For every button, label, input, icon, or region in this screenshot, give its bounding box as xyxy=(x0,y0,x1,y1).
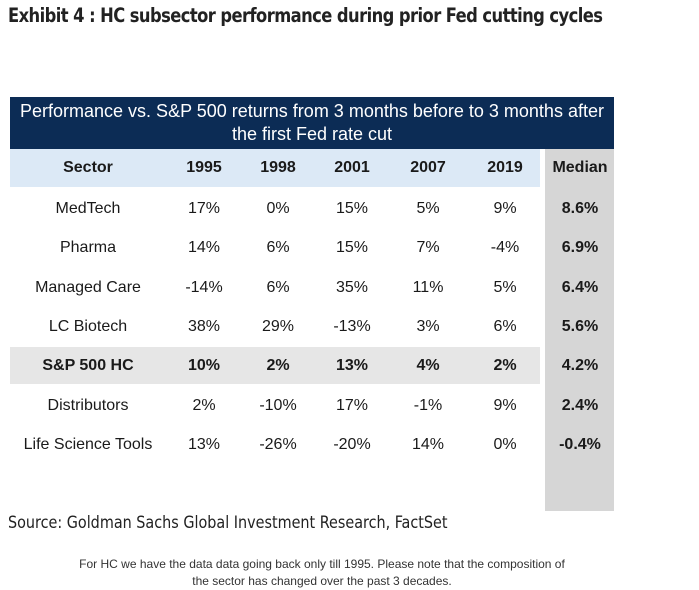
row-label: MedTech xyxy=(55,200,121,217)
median-cell: 6.9% xyxy=(561,239,599,257)
table-cell: 29% xyxy=(261,317,295,335)
table-cell: -14% xyxy=(185,278,223,296)
table-cell: 13% xyxy=(335,357,369,375)
column-header: 2019 xyxy=(487,159,523,176)
median-cell: -0.4% xyxy=(559,435,601,453)
table-cell: -4% xyxy=(490,239,520,257)
column-header: Median xyxy=(552,159,608,176)
highlight-row-band xyxy=(10,347,540,384)
table-cell: 2% xyxy=(493,357,517,375)
table-cell: -13% xyxy=(333,317,371,335)
table-title: Performance vs. S&P 500 returns from 3 m… xyxy=(20,101,604,144)
table-cell: 2% xyxy=(266,357,290,375)
table-cell: 15% xyxy=(335,200,369,217)
column-header: 1998 xyxy=(260,159,296,176)
table-cell: 6% xyxy=(266,278,290,296)
median-cell: 6.4% xyxy=(561,278,599,296)
footnote-line-2: the sector has changed over the past 3 d… xyxy=(192,574,452,588)
header-band xyxy=(10,149,540,187)
table-cell: 35% xyxy=(335,278,369,296)
row-label: Life Science Tools xyxy=(23,435,153,453)
table-cell: 6% xyxy=(266,239,290,257)
row-label: Pharma xyxy=(59,239,117,257)
table-cell: 0% xyxy=(493,435,517,453)
table-cell: 13% xyxy=(187,435,221,453)
table-cell: 38% xyxy=(187,317,221,335)
source-note: Source: Goldman Sachs Global Investment … xyxy=(8,513,448,533)
table-cell: 7% xyxy=(416,239,440,257)
median-cell: 2.4% xyxy=(561,396,599,414)
table-cell: -10% xyxy=(259,396,297,414)
median-cell: 8.6% xyxy=(561,200,599,217)
performance-table: Performance vs. S&P 500 returns from 3 m… xyxy=(10,97,614,588)
table-cell: 4% xyxy=(416,357,440,375)
median-cell: 4.2% xyxy=(561,357,599,375)
median-cell: 5.6% xyxy=(561,317,599,335)
table-cell: -26% xyxy=(259,435,297,453)
table-cell: 17% xyxy=(187,200,221,217)
table-cell: 11% xyxy=(412,278,444,296)
row-label: LC Biotech xyxy=(48,317,128,335)
row-label: Distributors xyxy=(47,396,129,414)
table-cell: 14% xyxy=(411,435,445,453)
median-column-band xyxy=(545,149,614,511)
table-cell: 0% xyxy=(266,200,290,217)
table-title-banner: Performance vs. S&P 500 returns from 3 m… xyxy=(10,97,614,149)
column-header: Sector xyxy=(63,159,113,176)
exhibit-title: Exhibit 4 : HC subsector performance dur… xyxy=(8,4,603,27)
table-cell: 14% xyxy=(187,239,221,257)
footnote: For HC we have the data data going back … xyxy=(10,556,634,590)
table-cell: 9% xyxy=(493,200,517,217)
footnote-line-1: For HC we have the data data going back … xyxy=(79,557,565,571)
table-cell: 9% xyxy=(493,396,517,414)
table-cell: -20% xyxy=(333,435,371,453)
table-cell: 2% xyxy=(192,396,216,414)
table-cell: 17% xyxy=(335,396,369,414)
column-header: 2007 xyxy=(410,159,446,176)
table-cell: -1% xyxy=(413,396,443,414)
table-cell: 6% xyxy=(493,317,517,335)
table-cell: 3% xyxy=(416,317,440,335)
column-header: 2001 xyxy=(334,159,370,176)
column-header: 1995 xyxy=(186,159,222,176)
row-label: S&P 500 HC xyxy=(42,357,134,375)
table-cell: 15% xyxy=(335,239,369,257)
table-cell: 10% xyxy=(187,357,221,375)
row-label: Managed Care xyxy=(35,278,141,296)
table-cell: 5% xyxy=(493,278,517,296)
table-cell: 5% xyxy=(416,200,440,217)
